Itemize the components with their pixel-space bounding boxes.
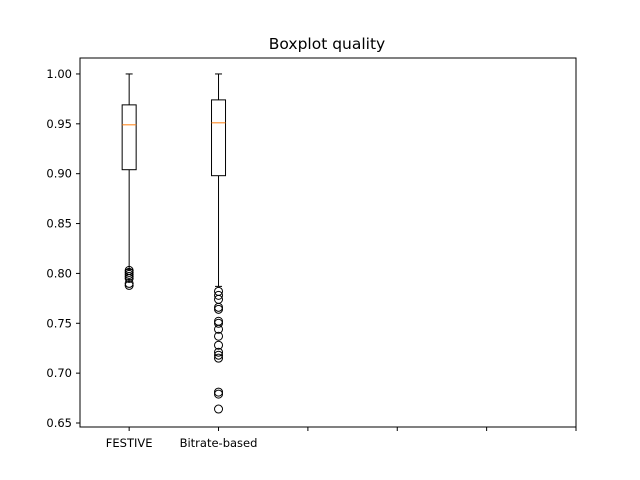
flier-point (124, 273, 134, 283)
flier-point (124, 280, 134, 290)
chart-title: Boxplot quality (269, 35, 385, 53)
flier-point (214, 290, 224, 300)
y-tick-label: 1.00 (46, 67, 72, 81)
flier-point (214, 389, 224, 399)
y-tick-label: 0.95 (46, 117, 72, 131)
y-tick-label: 0.85 (46, 217, 72, 231)
y-axis: 0.65 0.70 0.75 0.80 0.85 0.90 0.95 1.00 (46, 67, 80, 430)
flier-point (214, 331, 224, 341)
flier-point (214, 304, 224, 314)
y-tick-label: 0.80 (46, 266, 72, 280)
y-tick-label: 0.75 (46, 316, 72, 330)
y-tick-label: 0.65 (46, 416, 72, 430)
y-tick-label: 0.90 (46, 167, 72, 181)
x-tick-label: Bitrate-based (180, 436, 258, 450)
boxes-layer (121, 73, 227, 414)
flier-point (214, 350, 224, 360)
flier-point (214, 324, 224, 334)
box-iqr (211, 99, 227, 177)
flier-point (214, 353, 224, 363)
x-axis: FESTIVE Bitrate-based (106, 427, 577, 450)
flier-point (214, 404, 224, 414)
flier-point (214, 318, 224, 328)
flier-point (214, 340, 224, 350)
x-tick-label: FESTIVE (106, 436, 153, 450)
flier-point (214, 347, 224, 357)
box-2 (211, 73, 227, 414)
plot-area-frame (79, 57, 577, 428)
box-1 (121, 73, 137, 290)
y-tick-label: 0.70 (46, 366, 72, 380)
box-iqr (121, 104, 137, 171)
